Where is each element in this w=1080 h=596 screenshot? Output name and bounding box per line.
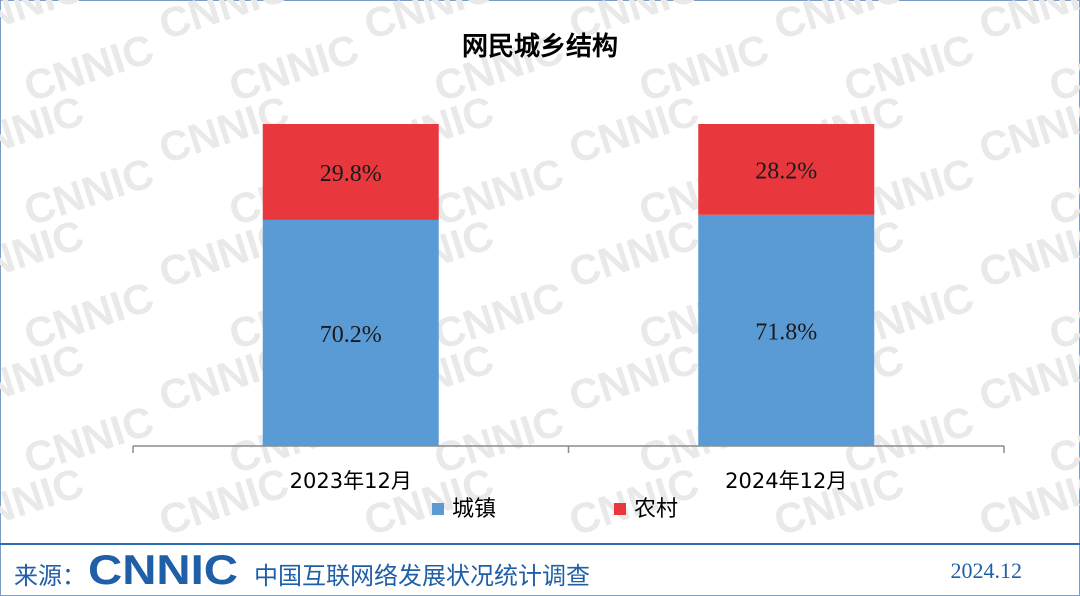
bar-segment xyxy=(698,214,875,446)
x-tick-label: 2024年12月 xyxy=(725,469,847,493)
data-label: 70.2% xyxy=(320,322,382,348)
source-organization: 中国互联网络发展状况统计调查 xyxy=(254,562,590,590)
source-date: 2024.12 xyxy=(950,558,1023,583)
data-label: 28.2% xyxy=(755,158,817,184)
bar-segment xyxy=(262,124,439,220)
legend-label: 农村 xyxy=(634,497,678,522)
legend-label: 城镇 xyxy=(452,497,496,522)
bar-segment xyxy=(698,124,875,215)
x-tick-label: 2023年12月 xyxy=(290,469,412,493)
chart-title: 网民城乡结构 xyxy=(461,32,618,62)
legend-swatch xyxy=(614,503,626,515)
bar-segment xyxy=(262,219,439,446)
footer-divider xyxy=(0,543,1080,545)
cnnic-logo-text: CNNIC xyxy=(88,550,238,592)
legend-swatch xyxy=(432,503,444,515)
data-label: 29.8% xyxy=(320,161,382,187)
source-label: 来源： xyxy=(14,562,86,590)
cnnic-logo: CNNIC xyxy=(88,550,238,592)
data-label: 71.8% xyxy=(755,319,817,345)
